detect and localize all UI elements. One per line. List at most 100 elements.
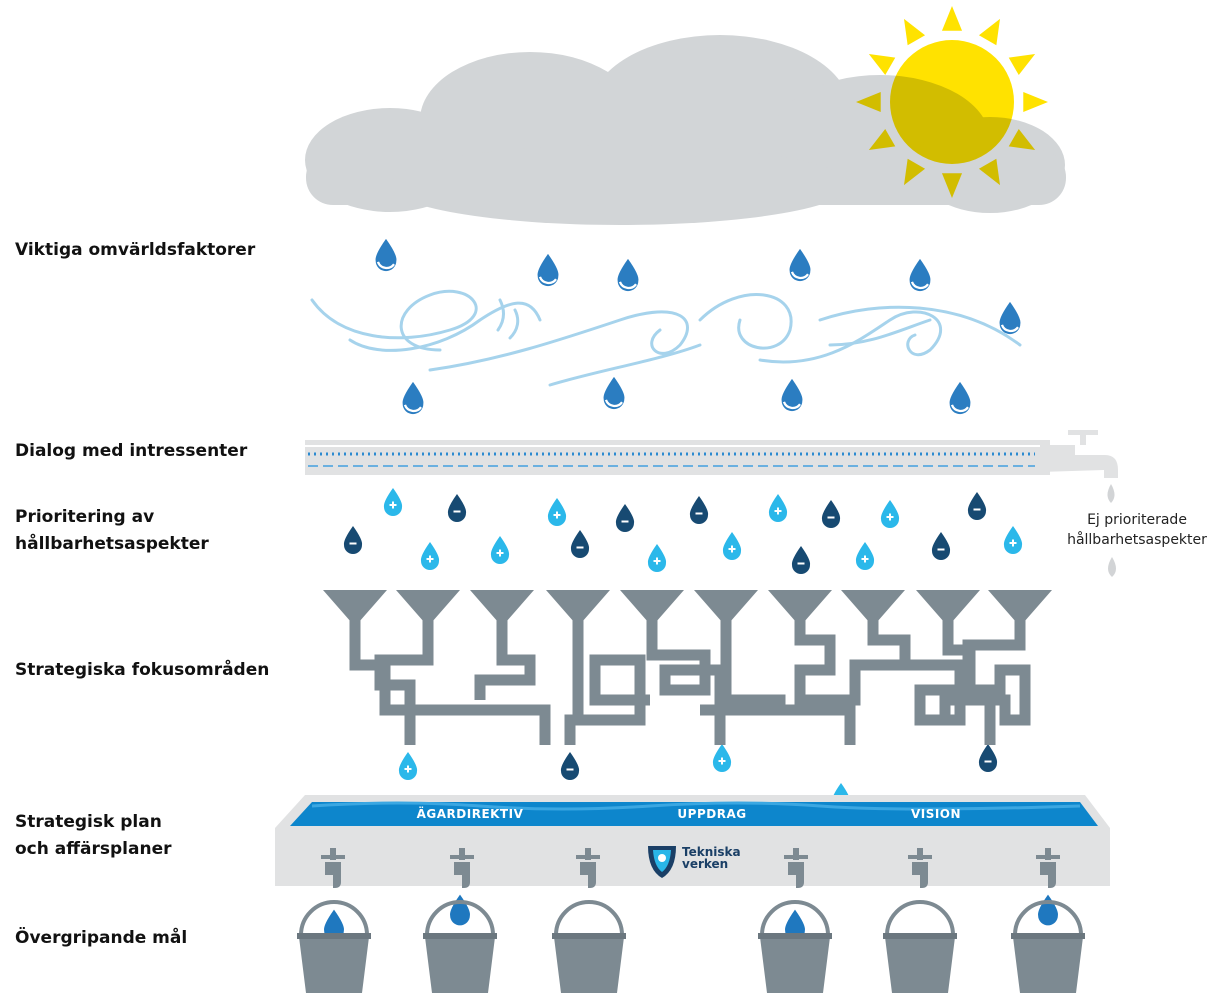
tap	[459, 848, 465, 860]
drop-shape	[931, 532, 951, 560]
label-line: verken	[682, 857, 728, 871]
drop-shape	[999, 301, 1021, 335]
drop-shape	[689, 496, 709, 524]
drop	[603, 376, 625, 410]
bucket-rim	[423, 933, 497, 939]
drop	[447, 494, 467, 522]
drop	[383, 488, 403, 516]
drop	[1003, 526, 1023, 554]
drop	[967, 492, 987, 520]
drop	[647, 544, 667, 572]
drop	[791, 546, 811, 574]
drop-shine	[782, 401, 801, 410]
bucket-rim	[758, 933, 832, 939]
drop-shape	[785, 909, 805, 941]
drop-shine	[910, 281, 929, 290]
drop	[781, 378, 803, 412]
drop-shape	[1038, 894, 1058, 926]
drop	[615, 504, 635, 532]
drop-shine	[538, 276, 557, 285]
funnel	[841, 590, 905, 622]
plus	[777, 507, 779, 515]
drop	[712, 744, 732, 772]
tap	[585, 848, 591, 860]
tap	[1040, 862, 1056, 888]
drop-shine	[790, 271, 809, 280]
plus	[731, 545, 733, 553]
maze-pipe	[374, 620, 434, 745]
drop-shape	[560, 752, 580, 780]
bucket	[760, 937, 830, 993]
drop	[420, 542, 440, 570]
minus	[695, 512, 703, 515]
minus	[937, 548, 945, 551]
maze-pipe	[700, 620, 856, 745]
sun-ray	[856, 91, 881, 113]
label: Ej prioriterade hållbarhetsaspekter	[1067, 512, 1207, 548]
drops	[324, 238, 1058, 941]
tap	[580, 862, 596, 888]
maze-pipe	[794, 620, 900, 706]
plus	[721, 757, 723, 765]
funnel-maze	[323, 590, 1052, 745]
drop-shine	[618, 281, 637, 290]
drop-shine	[1000, 324, 1019, 333]
drop	[768, 494, 788, 522]
plus	[392, 501, 394, 509]
bucket-rim	[552, 933, 626, 939]
tap	[330, 848, 336, 860]
drop	[855, 542, 875, 570]
funnel	[694, 590, 758, 622]
minus	[349, 542, 357, 545]
bucket-rim	[883, 933, 957, 939]
drop-shape	[375, 238, 397, 272]
drop	[617, 258, 639, 292]
drop	[880, 500, 900, 528]
drop	[547, 498, 567, 526]
drop	[402, 381, 424, 415]
tap	[912, 862, 928, 888]
sun-ray	[868, 54, 896, 76]
drop-shape	[781, 378, 803, 412]
tap	[1045, 848, 1051, 860]
maze-pipe	[942, 620, 1031, 726]
wind	[310, 289, 1022, 387]
plus	[889, 513, 891, 521]
drop-shape	[967, 492, 987, 520]
label-line: Ej prioriterade	[1087, 512, 1187, 528]
bucket	[885, 937, 955, 993]
minus	[576, 546, 584, 549]
label: Dialog med intressenter	[15, 441, 248, 461]
drop	[999, 301, 1021, 335]
bucket-handle	[299, 900, 369, 936]
sun	[856, 6, 1048, 198]
drop	[1038, 894, 1058, 926]
minus	[827, 516, 835, 519]
minus	[984, 760, 992, 763]
bucket-rim	[297, 933, 371, 939]
tap	[454, 862, 470, 888]
drop-shape	[821, 500, 841, 528]
pipe	[305, 430, 1118, 577]
label-line: Övergripande mål	[15, 926, 187, 948]
maze-pipe	[939, 620, 1026, 720]
label: VISION	[911, 807, 961, 821]
label-line: Dialog med intressenter	[15, 441, 248, 461]
drop-shine	[950, 404, 969, 413]
drop	[909, 258, 931, 292]
drop-shape	[324, 909, 344, 941]
drop-shape	[447, 494, 467, 522]
minus	[973, 508, 981, 511]
taps	[321, 848, 1060, 888]
plus	[407, 765, 409, 773]
drop	[689, 496, 709, 524]
label-line: UPPDRAG	[677, 807, 746, 821]
bucket-handle	[885, 900, 955, 936]
trough	[275, 795, 1110, 886]
plus	[656, 557, 658, 565]
drop-shape	[570, 530, 590, 558]
drop	[450, 894, 470, 926]
label: ÄGARDIREKTIV	[417, 806, 524, 821]
plus	[429, 555, 431, 563]
drop	[722, 532, 742, 560]
